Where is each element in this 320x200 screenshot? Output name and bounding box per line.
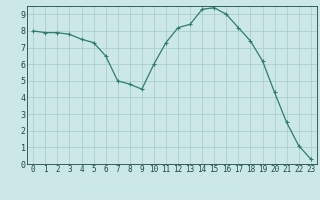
Text: Humidex (Indice chaleur): Humidex (Indice chaleur) [85,183,235,193]
